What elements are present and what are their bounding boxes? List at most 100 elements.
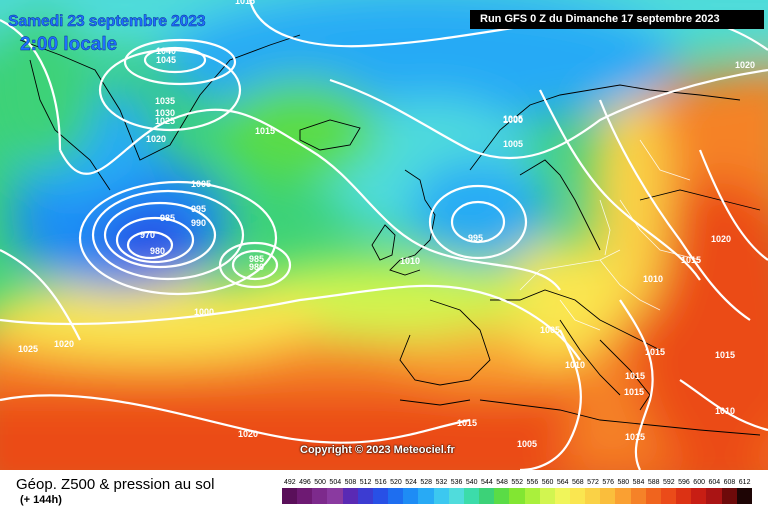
isobar-label: 1015 xyxy=(625,371,645,381)
scale-value-label: 580 xyxy=(617,479,630,486)
isobar-label: 985 xyxy=(249,254,264,264)
scale-value-label: 516 xyxy=(374,479,387,486)
isobar-label: 1025 xyxy=(155,116,175,126)
isobar-label: 1000 xyxy=(194,307,214,317)
scale-swatch xyxy=(600,488,616,504)
scale-swatch xyxy=(645,488,661,504)
scale-value-label: 496 xyxy=(299,479,311,486)
geopotential-field xyxy=(0,0,768,470)
isobar-label: 1000 xyxy=(503,115,523,125)
scale-swatch xyxy=(721,488,737,504)
scale-swatch xyxy=(372,488,389,504)
country-borders xyxy=(519,139,701,331)
scale-value-label: 576 xyxy=(602,479,615,486)
pressure-geopotential-map: 1015 1040 1045 1035 1030 1025 1020 1015 … xyxy=(0,0,768,470)
scale-swatch xyxy=(312,488,328,504)
scale-swatch xyxy=(463,488,480,504)
scale-value-label: 592 xyxy=(662,479,675,486)
forecast-date: Samedi 23 septembre 2023 xyxy=(8,13,206,30)
scale-value-label: 584 xyxy=(632,479,645,486)
scale-swatch xyxy=(736,488,752,504)
isobar-label: 980 xyxy=(249,262,264,272)
run-info-banner: Run GFS 0 Z du Dimanche 17 septembre 202… xyxy=(470,10,764,29)
isobar-label: 1010 xyxy=(715,406,735,416)
scale-value-label: 608 xyxy=(723,479,736,486)
scale-value-label: 500 xyxy=(314,479,326,486)
isobar-label: 1020 xyxy=(54,339,74,349)
isobar-label: 1030 xyxy=(155,108,175,118)
scale-swatch xyxy=(524,488,540,504)
scale-swatch xyxy=(676,488,692,504)
legend-subtitle: (+ 144h) xyxy=(20,494,62,506)
scale-value-label: 492 xyxy=(283,479,296,486)
scale-value-label: 524 xyxy=(405,479,417,486)
scale-swatch xyxy=(342,488,358,504)
scale-swatch xyxy=(554,488,570,504)
isobar-label: 1010 xyxy=(400,256,420,266)
isobar-label: 1005 xyxy=(503,114,523,124)
scale-swatch xyxy=(297,488,313,504)
forecast-time: 2:00 locale xyxy=(20,34,118,55)
scale-value-label: 572 xyxy=(587,479,599,486)
scale-swatch xyxy=(418,488,434,504)
isobar-label: 1010 xyxy=(643,274,663,284)
scale-swatch xyxy=(403,488,419,504)
scale-swatch xyxy=(327,488,343,504)
isobar-label: 1015 xyxy=(255,126,275,136)
isobar-label: 1005 xyxy=(503,139,523,149)
color-scale-labels: 492 496 500 504 508 512 516 520 524 528 532 536 540 5… xyxy=(282,479,752,489)
scale-value-label: 600 xyxy=(693,479,705,486)
scale-value-label: 504 xyxy=(329,479,342,486)
scale-value-label: 564 xyxy=(556,479,569,486)
isobar-label: 980 xyxy=(150,246,165,256)
scale-value-label: 544 xyxy=(481,479,493,486)
scale-value-label: 508 xyxy=(344,479,357,486)
scale-value-label: 560 xyxy=(541,479,554,486)
isobar-label: 1035 xyxy=(155,96,175,106)
scale-value-label: 552 xyxy=(511,479,524,486)
isobar-label: 1020 xyxy=(711,234,731,244)
scale-value-label: 512 xyxy=(359,479,372,486)
isobar-labels: 1015 1040 1045 1035 1030 1025 1020 1015 … xyxy=(18,0,755,449)
scale-value-label: 568 xyxy=(572,479,584,486)
scale-value-label: 528 xyxy=(420,479,433,486)
isobar-label: 1005 xyxy=(191,179,211,189)
scale-swatch xyxy=(569,488,586,504)
scale-value-label: 588 xyxy=(647,479,660,486)
isobar-label: 1015 xyxy=(715,350,735,360)
color-scale-bar xyxy=(282,488,752,504)
isobar-label: 1015 xyxy=(457,418,477,428)
scale-swatch xyxy=(448,488,464,504)
scale-swatch xyxy=(585,488,601,504)
scale-swatch xyxy=(282,488,298,504)
isobar-label: 1015 xyxy=(681,255,701,265)
scale-value-label: 548 xyxy=(496,479,508,486)
scale-swatch xyxy=(509,488,525,504)
coastlines xyxy=(19,34,761,436)
scale-value-label: 612 xyxy=(738,479,751,486)
isobar-label: 1020 xyxy=(735,60,755,70)
scale-swatch xyxy=(388,488,404,504)
scale-swatch xyxy=(357,488,373,504)
isobar-label: 1020 xyxy=(146,134,166,144)
isobar-label: 995 xyxy=(468,233,483,243)
scale-swatch xyxy=(630,488,646,504)
isobar-label: 1005 xyxy=(540,325,560,335)
isobar-label: 1020 xyxy=(238,429,258,439)
scale-swatch xyxy=(494,488,510,504)
scale-value-label: 536 xyxy=(450,479,463,486)
isobar-label: 995 xyxy=(191,204,206,214)
scale-value-label: 540 xyxy=(465,479,478,486)
isobar-label: 985 xyxy=(160,213,175,223)
legend-footer: Géop. Z500 & pression au sol (+ 144h) 49… xyxy=(0,470,768,512)
isobar-label: 1015 xyxy=(235,0,255,6)
isobar-label: 1015 xyxy=(625,432,645,442)
scale-value-label: 520 xyxy=(390,479,402,486)
scale-swatch xyxy=(615,488,631,504)
scale-swatch xyxy=(660,488,677,504)
isobar-label: 1005 xyxy=(517,439,537,449)
scale-swatch xyxy=(706,488,722,504)
scale-swatch xyxy=(479,488,495,504)
isobar-label: 1010 xyxy=(565,360,585,370)
